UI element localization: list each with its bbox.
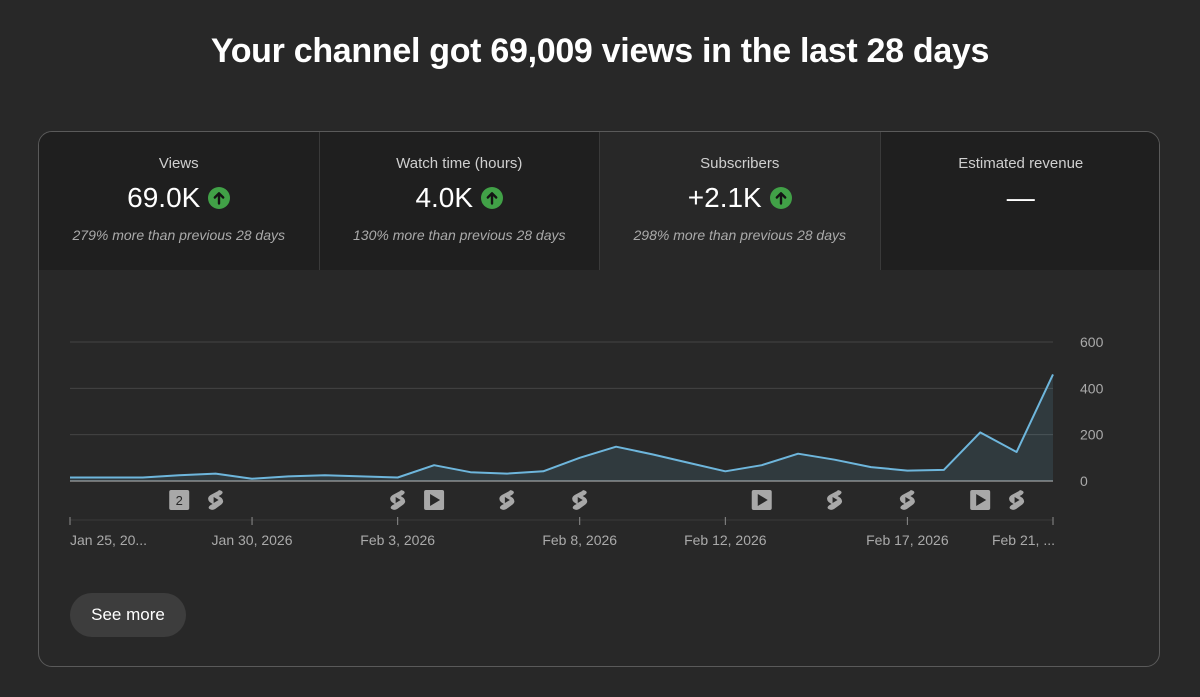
x-tick-label: Jan 30, 2026	[212, 532, 293, 548]
shorts-play	[504, 497, 510, 503]
trend-up-icon	[769, 187, 792, 209]
overview-card: Views 69.0K 279% more than previous 28 d…	[38, 131, 1160, 667]
shorts-play	[905, 497, 911, 503]
metric-label: Subscribers	[700, 155, 780, 172]
y-tick-label: 200	[1080, 427, 1104, 443]
see-more-button[interactable]: See more	[70, 593, 186, 637]
metric-value: 4.0K	[415, 182, 474, 213]
upload-count-label: 2	[176, 493, 183, 508]
metric-value-row: 69.0K	[39, 181, 319, 215]
metric-comparison: 130% more than previous 28 days	[353, 227, 566, 243]
metric-tab-watch-time[interactable]: Watch time (hours) 4.0K 130% more than p…	[319, 132, 600, 270]
shorts-play	[213, 497, 219, 503]
metric-label: Watch time (hours)	[396, 155, 523, 172]
shorts-icon	[499, 490, 515, 510]
play-icon	[976, 494, 987, 506]
metric-value: 69.0K	[127, 182, 201, 213]
metric-tab-views[interactable]: Views 69.0K 279% more than previous 28 d…	[39, 132, 320, 270]
metric-comparison: 298% more than previous 28 days	[633, 227, 846, 243]
metric-comparison: 279% more than previous 28 days	[72, 227, 285, 243]
shorts-icon	[1009, 490, 1025, 510]
upload-count-marker	[169, 490, 190, 510]
shorts-icon	[208, 490, 224, 510]
shorts-icon	[390, 490, 406, 510]
series-line	[70, 373, 1054, 480]
x-tick-label: Jan 25, 20...	[70, 532, 147, 548]
play-icon	[430, 494, 441, 506]
x-tick-label: Feb 21, ...	[992, 532, 1055, 548]
metric-value-row: +2.1K	[600, 181, 880, 215]
trend-up-icon	[208, 187, 231, 209]
shorts-play	[832, 497, 838, 503]
views-line-chart: 0 200 400 600 2 Jan 25, 20... Jan 30, 2026 Feb …	[69, 334, 1104, 548]
y-tick-label: 600	[1080, 334, 1104, 350]
metric-value: +2.1K	[687, 182, 762, 213]
play-icon	[757, 494, 768, 506]
metric-label: Views	[158, 155, 199, 172]
metric-tab-subscribers[interactable]: Subscribers +2.1K 298% more than previou…	[600, 132, 881, 270]
x-tick-label: Feb 8, 2026	[542, 532, 617, 548]
shorts-play	[395, 497, 401, 503]
shorts-icon	[899, 490, 915, 510]
shorts-icon	[827, 490, 843, 510]
shorts-play	[577, 497, 583, 503]
metric-value-row: —	[881, 181, 1160, 215]
x-tick-label: Feb 3, 2026	[360, 532, 435, 548]
y-tick-label: 0	[1080, 473, 1088, 489]
metric-label: Estimated revenue	[958, 155, 1084, 172]
metric-value: —	[1006, 182, 1035, 213]
page-headline: Your channel got 69,009 views in the las…	[210, 32, 990, 70]
shorts-play	[1014, 497, 1020, 503]
trend-up-icon	[481, 187, 504, 209]
metric-tabs: Views 69.0K 279% more than previous 28 d…	[39, 132, 1160, 270]
series-area	[70, 374, 1053, 481]
y-tick-label: 400	[1080, 380, 1104, 396]
metric-tab-estimated-revenue[interactable]: Estimated revenue —	[880, 132, 1160, 270]
x-tick-label: Feb 17, 2026	[866, 532, 949, 548]
x-tick-label: Feb 12, 2026	[684, 532, 767, 548]
metric-value-row: 4.0K	[320, 181, 600, 215]
shorts-icon	[572, 490, 588, 510]
